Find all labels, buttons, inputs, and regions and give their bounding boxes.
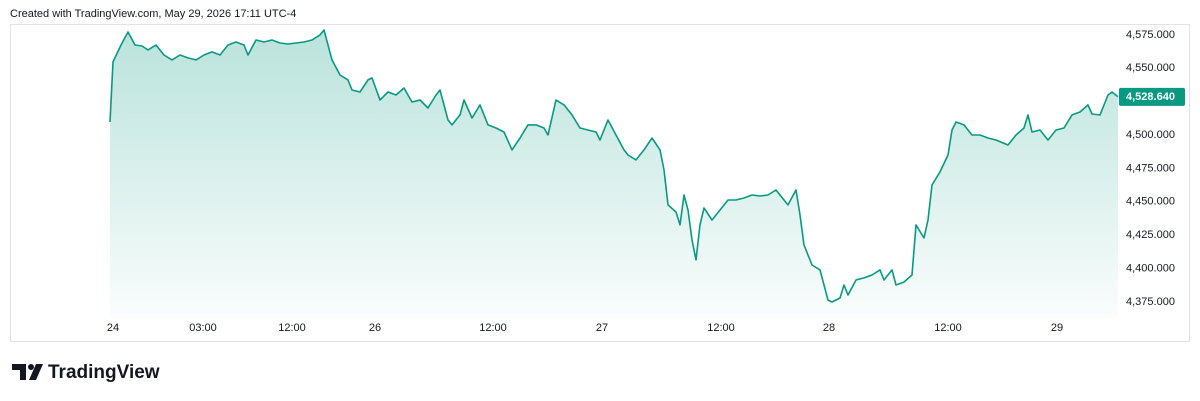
price-line (109, 29, 1119, 303)
x-tick-label: 12:00 (707, 322, 735, 334)
x-tick-label: 12:00 (278, 322, 306, 334)
brand-logo (12, 364, 43, 380)
y-tick-label: 4,475.000 (1126, 162, 1175, 174)
y-tick-label: 4,550.000 (1126, 62, 1175, 74)
x-tick-label: 27 (596, 322, 608, 334)
y-tick-label: 4,500.000 (1126, 129, 1175, 141)
x-tick-label: 24 (107, 322, 119, 334)
chart-frame (10, 24, 1190, 342)
chart-title: Created with TradingView.com, May 29, 20… (10, 8, 296, 20)
y-tick-label: 4,425.000 (1126, 229, 1175, 241)
last-price-box (1119, 87, 1185, 106)
x-tick-label: 29 (1051, 322, 1063, 334)
last-price-label: 4,528.640 (1126, 91, 1175, 103)
y-tick-label: 4,575.000 (1126, 29, 1175, 41)
y-tick-label: 4,450.000 (1126, 196, 1175, 208)
x-tick-label: 03:00 (189, 322, 217, 334)
area-fill (110, 30, 1118, 318)
y-tick-label: 4,375.000 (1126, 296, 1175, 308)
brand-name: TradingView (48, 362, 160, 383)
x-tick-label: 28 (823, 322, 835, 334)
y-tick-label: 4,400.000 (1126, 263, 1175, 275)
x-tick-label: 12:00 (934, 322, 962, 334)
x-tick-label: 12:00 (479, 322, 507, 334)
x-tick-label: 26 (369, 322, 381, 334)
